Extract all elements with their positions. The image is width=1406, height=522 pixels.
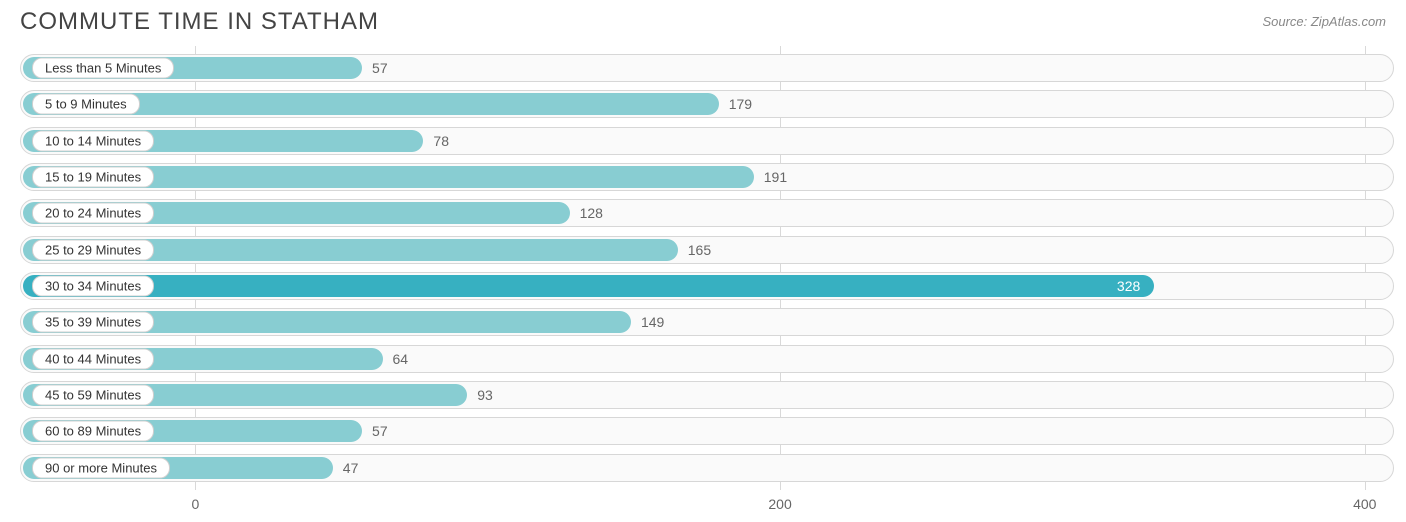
bar-label: 10 to 14 Minutes [32, 130, 154, 151]
axis-tick: 0 [191, 496, 199, 512]
chart-header: COMMUTE TIME IN STATHAM Source: ZipAtlas… [0, 0, 1406, 36]
chart-title: COMMUTE TIME IN STATHAM [20, 8, 379, 36]
axis-tick: 200 [768, 496, 791, 512]
bar-label: 5 to 9 Minutes [32, 94, 140, 115]
bar-value: 149 [641, 314, 664, 330]
bar-row: 45 to 59 Minutes 93 [20, 381, 1394, 409]
bar-row: 5 to 9 Minutes 179 [20, 90, 1394, 118]
bar-value: 57 [372, 60, 388, 76]
bar-label: 20 to 24 Minutes [32, 203, 154, 224]
bar-value: 93 [477, 387, 493, 403]
bar-label: 40 to 44 Minutes [32, 348, 154, 369]
bar-row: 60 to 89 Minutes 57 [20, 417, 1394, 445]
bar-value: 328 [1117, 278, 1140, 294]
bar-value: 165 [688, 242, 711, 258]
bar-fill [23, 275, 1154, 297]
bar-row: Less than 5 Minutes 57 [20, 54, 1394, 82]
bar-value: 179 [729, 96, 752, 112]
bars-container: Less than 5 Minutes 57 5 to 9 Minutes 179 10… [20, 46, 1394, 490]
bar-label: 60 to 89 Minutes [32, 421, 154, 442]
bar-label: 90 or more Minutes [32, 457, 170, 478]
bar-row: 20 to 24 Minutes 128 [20, 199, 1394, 227]
bar-label: 35 to 39 Minutes [32, 312, 154, 333]
bar-value: 57 [372, 423, 388, 439]
bar-row: 25 to 29 Minutes 165 [20, 236, 1394, 264]
bar-label: 30 to 34 Minutes [32, 276, 154, 297]
chart-area: Less than 5 Minutes 57 5 to 9 Minutes 179 10… [20, 46, 1394, 490]
bar-row: 30 to 34 Minutes 328 [20, 272, 1394, 300]
bar-value: 64 [393, 351, 409, 367]
bar-value: 47 [343, 460, 359, 476]
bar-row: 10 to 14 Minutes 78 [20, 127, 1394, 155]
chart-source: Source: ZipAtlas.com [1262, 8, 1386, 29]
bar-value: 128 [580, 205, 603, 221]
bar-row: 15 to 19 Minutes 191 [20, 163, 1394, 191]
bar-value: 78 [433, 133, 449, 149]
bar-label: 15 to 19 Minutes [32, 167, 154, 188]
bar-row: 90 or more Minutes 47 [20, 454, 1394, 482]
x-axis: 0 200 400 [20, 496, 1394, 514]
bar-label: Less than 5 Minutes [32, 58, 174, 79]
bar-label: 45 to 59 Minutes [32, 385, 154, 406]
bar-row: 35 to 39 Minutes 149 [20, 308, 1394, 336]
bar-label: 25 to 29 Minutes [32, 239, 154, 260]
axis-tick: 400 [1353, 496, 1376, 512]
bar-value: 191 [764, 169, 787, 185]
bar-row: 40 to 44 Minutes 64 [20, 345, 1394, 373]
